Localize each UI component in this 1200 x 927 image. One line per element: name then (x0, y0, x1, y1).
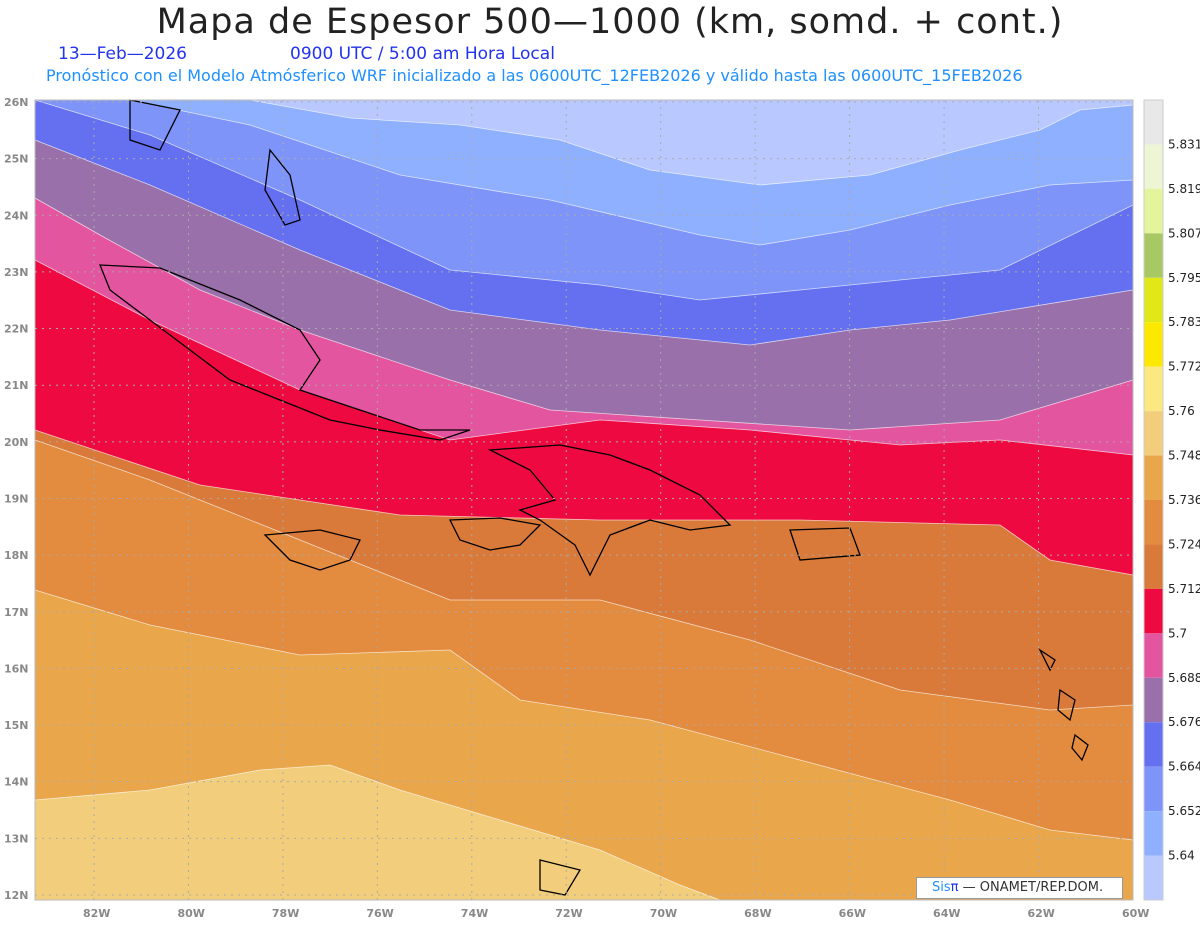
lon-tick-label: 64W (933, 907, 960, 920)
colorbar-label: 5.772 (1168, 360, 1200, 374)
colorbar-swatch (1144, 588, 1163, 634)
lat-tick-label: 15N (4, 719, 29, 732)
lat-tick-label: 20N (4, 436, 29, 449)
colorbar-label: 5.64 (1168, 849, 1195, 863)
colorbar-swatch (1144, 366, 1163, 412)
lon-tick-label: 80W (177, 907, 204, 920)
colorbar-label: 5.795 (1168, 271, 1200, 285)
lat-tick-label: 19N (4, 492, 29, 505)
map-frame (34, 99, 1134, 901)
map-title: Mapa de Espesor 500—1000 (km, somd. + co… (156, 2, 1064, 42)
colorbar-swatch (1144, 144, 1163, 189)
lat-tick-label: 16N (4, 662, 29, 675)
island-coastline (448, 517, 542, 551)
island-coastline (129, 99, 181, 151)
lat-tick-label: 12N (4, 889, 29, 902)
forecast-subtitle: Pronóstico con el Modelo Atmósferico WRF… (46, 66, 1023, 85)
lat-tick-label: 21N (4, 379, 29, 392)
lat-tick-label: 18N (4, 549, 29, 562)
grid-lines (35, 100, 1134, 900)
lon-tick-label: 66W (839, 907, 866, 920)
colorbar-swatch (1144, 544, 1163, 589)
credit-org: — ONAMET/REP.DOM. (958, 880, 1104, 895)
lon-tick-label: 62W (1028, 907, 1055, 920)
colorbar-label: 5.724 (1168, 537, 1200, 551)
colorbar-label: 5.807 (1168, 226, 1200, 240)
lat-tick-label: 17N (4, 606, 29, 619)
lon-tick-label: 76W (366, 907, 393, 920)
lat-tick-label: 25N (4, 153, 29, 166)
colorbar-label: 5.712 (1168, 582, 1200, 596)
lon-tick-label: 60W (1122, 907, 1149, 920)
island-coastline (487, 444, 732, 577)
lat-tick-label: 14N (4, 776, 29, 789)
colorbar-swatch (1144, 500, 1163, 545)
lon-tick-label: 82W (83, 907, 110, 920)
island-coastline (263, 529, 361, 571)
lat-tick-label: 22N (4, 323, 29, 336)
island-coastline (789, 527, 861, 561)
colorbar-label: 5.783 (1168, 315, 1200, 329)
colorbar-label: 5.676 (1168, 715, 1200, 729)
colorbar-swatch (1144, 677, 1163, 723)
colorbar-label: 5.736 (1168, 493, 1200, 507)
axis-ticks: 26N 25N 24N 23N 22N 21N 20N 19N 18N 17N 16N 15N 14N 1… (4, 96, 1149, 920)
island-coastline (1057, 688, 1076, 722)
lon-tick-label: 68W (744, 907, 771, 920)
colorbar-label: 5.831 (1168, 137, 1200, 151)
colorbar-label: 5.664 (1168, 760, 1200, 774)
lon-tick-label: 72W (555, 907, 582, 920)
credit-pi: π (950, 880, 959, 895)
lat-tick-label: 24N (4, 209, 29, 222)
colorbar-swatch (1144, 411, 1163, 456)
thickness-bands (34, 99, 1134, 901)
colorbar-swatch (1144, 722, 1163, 767)
colorbar-label: 5.748 (1168, 449, 1200, 463)
colorbar: 5.831 5.819 5.807 5.795 5.783 5.772 5.76 5.748 5… (1143, 99, 1200, 901)
lon-tick-label: 78W (272, 907, 299, 920)
island-coastline (264, 148, 301, 226)
colorbar-frame (1143, 99, 1164, 901)
credit-box: Sisπ — ONAMET/REP.DOM. (916, 877, 1123, 899)
colorbar-swatch (1144, 100, 1163, 145)
forecast-time: 0900 UTC / 5:00 am Hora Local (290, 44, 555, 64)
colorbar-label: 5.652 (1168, 804, 1200, 818)
colorbar-label: 5.76 (1168, 404, 1195, 418)
lon-tick-label: 74W (461, 907, 488, 920)
lat-tick-label: 23N (4, 266, 29, 279)
colorbar-label: 5.688 (1168, 671, 1200, 685)
island-coastline (539, 859, 582, 896)
colorbar-swatch (1144, 455, 1163, 500)
coastlines (99, 99, 1089, 896)
colorbar-swatch (1144, 233, 1163, 278)
colorbar-swatch (1144, 766, 1163, 812)
colorbar-label: 5.819 (1168, 182, 1200, 196)
colorbar-swatch (1144, 277, 1163, 323)
forecast-date: 13—Feb—2026 (58, 44, 187, 64)
colorbar-swatch (1144, 811, 1163, 856)
colorbar-swatch (1144, 633, 1163, 678)
credit-sis: Sis (932, 880, 951, 895)
lat-tick-label: 13N (4, 832, 29, 845)
colorbar-label: 5.7 (1168, 626, 1187, 640)
island-coastline (99, 264, 471, 441)
lon-tick-label: 70W (650, 907, 677, 920)
island-coastline (1071, 733, 1089, 762)
lat-tick-label: 26N (4, 96, 29, 109)
island-coastline (1038, 648, 1056, 672)
colorbar-swatch (1144, 322, 1163, 367)
colorbar-swatch (1144, 188, 1163, 234)
colorbar-swatch (1144, 855, 1163, 900)
